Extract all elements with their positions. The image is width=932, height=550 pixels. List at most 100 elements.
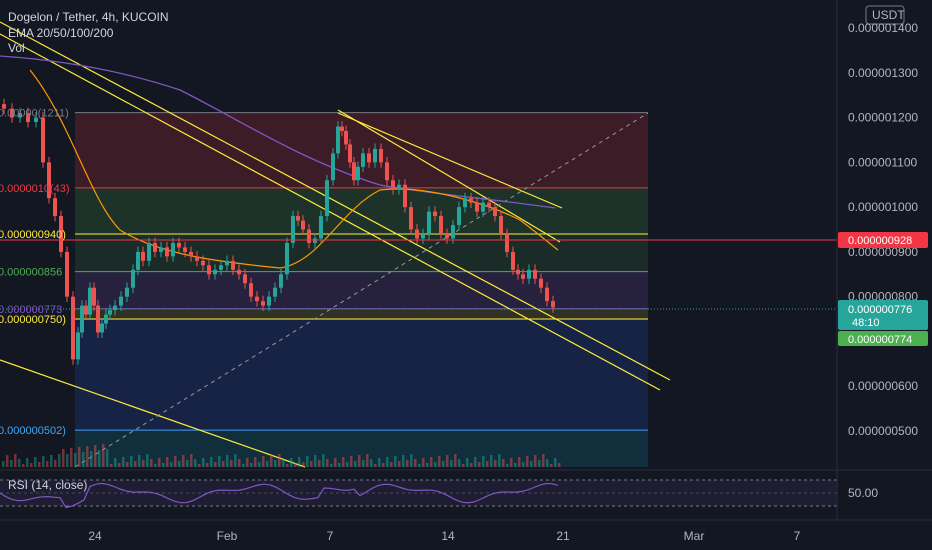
candle-body — [92, 287, 96, 306]
candle-body — [18, 113, 22, 118]
candlesticks — [2, 98, 555, 365]
candle-body — [527, 269, 531, 279]
volume-bar — [254, 457, 257, 467]
candle-body — [171, 242, 175, 257]
candle-body — [41, 117, 45, 163]
y-tick-label: 0.000000600 — [848, 379, 918, 393]
volume-bar — [74, 453, 77, 467]
candle-body — [313, 238, 317, 243]
volume-bar — [266, 461, 269, 467]
candle-body — [96, 305, 100, 333]
candle-body — [285, 242, 289, 275]
volume-bar — [398, 461, 401, 467]
volume-bar — [142, 460, 145, 467]
time-axis[interactable]: 24 Feb 7 14 21 Mar 7 — [88, 529, 800, 543]
candle-body — [352, 162, 356, 181]
candle-body — [125, 287, 129, 297]
volume-bar — [326, 459, 329, 467]
volume-bar — [282, 459, 285, 467]
volume-bar — [302, 462, 305, 467]
currency-box[interactable] — [865, 5, 905, 25]
volume-bar — [418, 464, 421, 467]
candle-body — [533, 269, 537, 279]
volume-bar — [534, 455, 537, 467]
volume-bar — [526, 456, 529, 467]
candle-body — [415, 229, 419, 239]
y-tick-label: 0.000001200 — [848, 111, 918, 125]
volume-bar — [62, 449, 65, 467]
volume-bar — [322, 454, 325, 467]
y-tick-label: 0.000001400 — [848, 21, 918, 35]
fib-zone-yellow — [75, 308, 648, 320]
volume-bar — [118, 463, 121, 467]
volume-bar — [334, 458, 337, 467]
volume-bar — [374, 464, 377, 467]
volume-bar — [86, 446, 89, 467]
candle-body — [296, 216, 300, 221]
volume-bar — [402, 455, 405, 467]
candle-body — [336, 126, 340, 154]
volume-bar — [78, 447, 81, 467]
candle-body — [551, 301, 555, 308]
volume-bar — [102, 444, 105, 467]
candle-body — [249, 283, 253, 297]
volume-bar — [214, 462, 217, 467]
volume-bar — [298, 457, 301, 467]
candle-body — [469, 198, 473, 203]
candle-body — [373, 148, 377, 163]
candle-body — [391, 180, 395, 190]
candle-body — [195, 256, 199, 261]
volume-bar — [106, 449, 109, 467]
volume-bar — [370, 459, 373, 467]
fib-zone-blue — [75, 320, 648, 431]
volume-bar — [258, 462, 261, 467]
candle-body — [385, 162, 389, 181]
volume-bar — [382, 463, 385, 467]
candle-body — [100, 323, 104, 333]
x-tick-label: 7 — [794, 529, 801, 543]
volume-bar — [558, 463, 561, 467]
trend-line-channel-1 — [337, 109, 561, 243]
candle-body — [136, 251, 140, 270]
candle-body — [26, 113, 30, 123]
volume-bar — [310, 461, 313, 467]
volume-bar — [386, 457, 389, 467]
volume-bar — [122, 457, 125, 467]
volume-bar — [470, 463, 473, 467]
volume-bar — [234, 454, 237, 467]
volume-bar — [318, 460, 321, 467]
volume-bar — [366, 454, 369, 467]
volume-bar — [246, 458, 249, 467]
volume-bar — [478, 462, 481, 467]
ema-lines — [0, 55, 559, 269]
candle-body — [511, 251, 515, 270]
volume-bar — [486, 461, 489, 467]
trend-line-upper-2 — [0, 33, 661, 391]
currency-label[interactable]: USDT — [872, 8, 905, 22]
ema-tag-value: 0.000000774 — [848, 334, 912, 346]
volume-bar — [542, 454, 545, 467]
candle-body — [367, 153, 371, 163]
volume-bar — [222, 461, 225, 467]
volume-bar — [510, 458, 513, 467]
candle-body — [356, 166, 360, 181]
volume-bar — [394, 456, 397, 467]
volume-bar — [138, 455, 141, 467]
volume-bar — [230, 460, 233, 467]
volume-bar — [530, 461, 533, 467]
price-axis[interactable]: 0.000001400 0.000001300 0.000001200 0.00000… — [848, 21, 918, 438]
fib-label: 0.0000010(43) — [0, 183, 70, 195]
candle-body — [505, 233, 509, 252]
volume-bar — [206, 463, 209, 467]
candle-body — [379, 148, 383, 163]
candle-body — [267, 296, 271, 306]
volume-bar — [278, 454, 281, 467]
volume-bar — [438, 456, 441, 467]
candle-body — [331, 153, 335, 181]
candle-body — [59, 216, 63, 252]
candle-body — [344, 130, 348, 145]
volume-label: Vol — [8, 41, 25, 55]
fib-label: 0.000000502) — [0, 425, 66, 437]
volume-bar — [158, 458, 161, 467]
